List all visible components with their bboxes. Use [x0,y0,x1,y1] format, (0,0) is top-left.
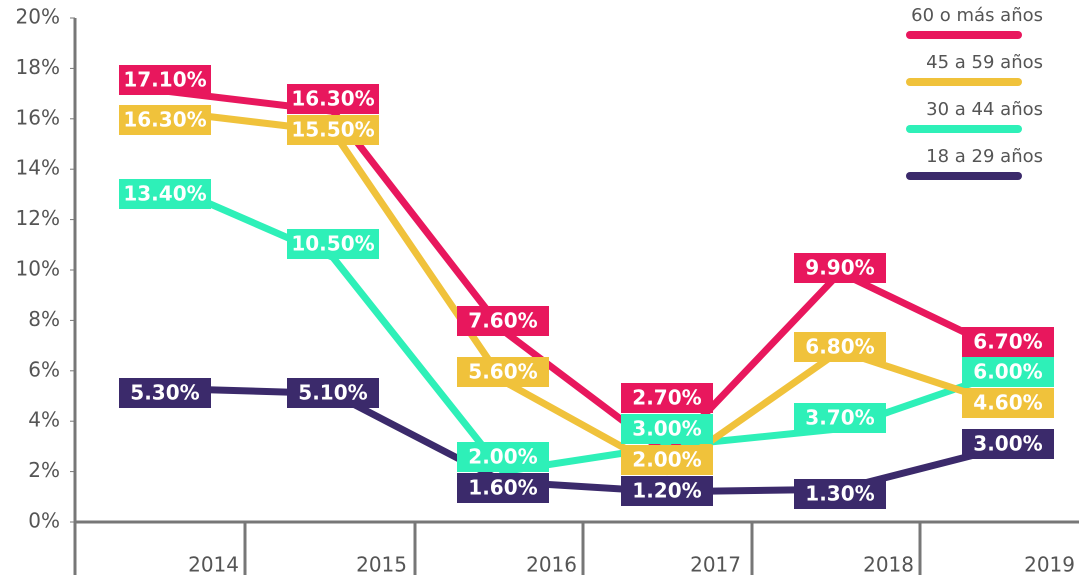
data-label: 9.90% [794,253,886,283]
data-label-box [962,357,1054,387]
data-label: 15.50% [287,115,379,145]
y-tick-label: 10% [16,257,60,281]
data-label-text: 4.60% [973,391,1042,415]
data-label-box [621,476,713,506]
data-label-box [794,479,886,509]
data-label-box [287,84,379,114]
data-label-text: 10.50% [291,232,374,256]
data-label-box [962,388,1054,418]
y-tick-label: 12% [16,206,60,230]
legend-label: 30 a 44 años [926,99,1043,120]
data-label-box [119,179,211,209]
y-tick-label: 20% [16,5,60,29]
data-label-text: 17.10% [123,68,206,92]
data-label-box [794,403,886,433]
x-tick-label: 2015 [356,553,407,577]
data-label-box [621,445,713,475]
y-tick-label: 18% [16,55,60,79]
data-label-text: 3.70% [805,406,874,430]
data-label-box [119,378,211,408]
y-tick-label: 4% [28,408,60,432]
data-label-box [794,253,886,283]
data-label: 1.20% [621,476,713,506]
data-label-text: 5.10% [298,381,367,405]
x-tick-label: 2019 [1024,553,1075,577]
data-label: 16.30% [287,84,379,114]
data-label-text: 16.30% [123,108,206,132]
data-label-text: 16.30% [291,87,374,111]
y-tick-label: 14% [16,156,60,180]
data-label: 5.30% [119,378,211,408]
data-label-box [962,429,1054,459]
data-label-text: 3.00% [973,432,1042,456]
data-label: 13.40% [119,179,211,209]
data-label-box [794,332,886,362]
data-label: 17.10% [119,65,211,95]
data-label: 16.30% [119,105,211,135]
data-label: 5.60% [457,357,549,387]
data-label-text: 9.90% [805,256,874,280]
data-label: 7.60% [457,306,549,336]
x-tick-label: 2018 [863,553,914,577]
data-label-text: 15.50% [291,118,374,142]
data-label-box [287,229,379,259]
data-label-box [457,473,549,503]
data-label: 1.60% [457,473,549,503]
data-label-text: 6.00% [973,360,1042,384]
data-label-box [119,65,211,95]
data-label-text: 6.80% [805,335,874,359]
x-tick-label: 2016 [526,553,577,577]
data-label: 10.50% [287,229,379,259]
legend-label: 18 a 29 años [926,146,1043,167]
data-label-text: 2.70% [632,386,701,410]
data-label-text: 1.60% [468,476,537,500]
data-label-text: 7.60% [468,309,537,333]
data-label: 2.70% [621,383,713,413]
y-tick-label: 8% [28,307,60,331]
data-label-text: 2.00% [632,448,701,472]
data-label: 3.00% [962,429,1054,459]
data-label-text: 2.00% [468,445,537,469]
y-tick-label: 2% [28,458,60,482]
legend-label: 60 o más años [911,5,1043,26]
data-label-box [457,442,549,472]
data-label-box [621,383,713,413]
data-label: 6.70% [962,327,1054,357]
data-label: 2.00% [457,442,549,472]
data-label: 4.60% [962,388,1054,418]
data-label-box [287,378,379,408]
y-tick-label: 0% [28,509,60,533]
data-label-box [119,105,211,135]
data-label: 1.30% [794,479,886,509]
data-label: 6.00% [962,357,1054,387]
data-label-text: 6.70% [973,330,1042,354]
legend-label: 45 a 59 años [926,52,1043,73]
data-label: 3.00% [621,414,713,444]
data-label-text: 5.60% [468,360,537,384]
data-label-box [457,357,549,387]
data-label-box [287,115,379,145]
data-label-box [962,327,1054,357]
data-label: 6.80% [794,332,886,362]
data-label-box [621,414,713,444]
data-label: 3.70% [794,403,886,433]
y-tick-label: 6% [28,357,60,381]
data-label: 5.10% [287,378,379,408]
x-tick-label: 2017 [690,553,741,577]
data-label-text: 1.30% [805,482,874,506]
data-label-box [457,306,549,336]
data-label-text: 13.40% [123,182,206,206]
data-label-text: 1.20% [632,479,701,503]
x-tick-label: 2014 [188,553,239,577]
y-tick-label: 16% [16,105,60,129]
data-label-text: 5.30% [130,381,199,405]
data-label: 2.00% [621,445,713,475]
data-label-text: 3.00% [632,417,701,441]
